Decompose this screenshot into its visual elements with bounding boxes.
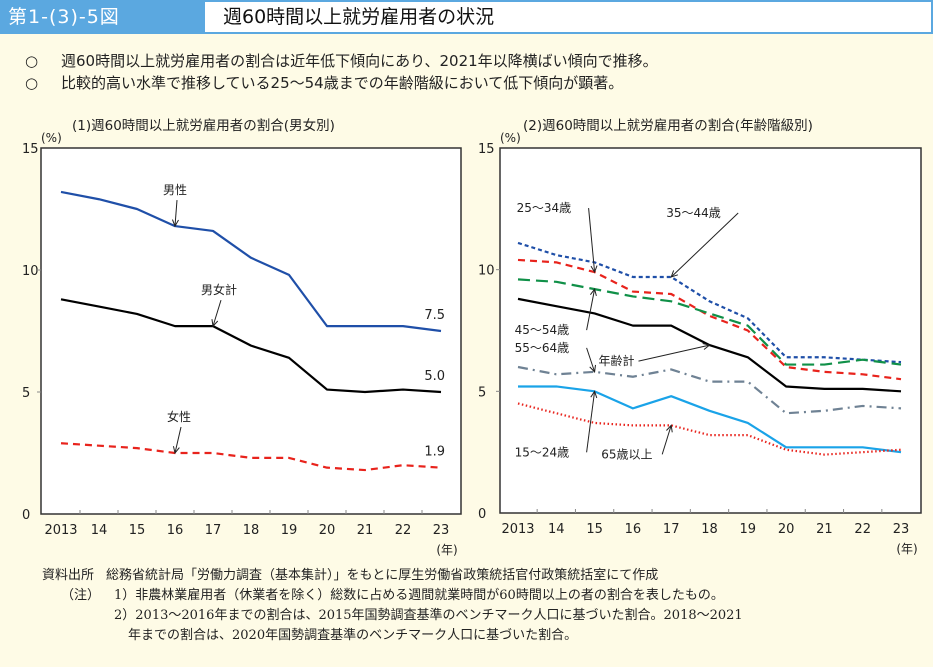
series-line-0 <box>60 190 442 333</box>
chart-age: (%) 0 5 10 15 2013 14 15 16 17 18 19 20 21 22 23 (年) 25～3… <box>478 131 922 556</box>
arrow-head-icon <box>590 288 597 297</box>
x-tick-label: 22 <box>395 523 412 538</box>
summary-item: ○ 週60時間以上就労雇用者の割合は近年低下傾向にあり、2021年以降横ばい傾向… <box>25 50 658 72</box>
note-2: 2）2013～2016年までの割合は、2015年国勢調査基準のベンチマーク人口に… <box>114 608 743 623</box>
annotation-arrow <box>661 425 672 455</box>
x-tick-label: 2013 <box>44 523 77 538</box>
x-tick-label: 16 <box>625 522 642 537</box>
figure-title: 週60時間以上就労雇用者の状況 <box>205 0 933 34</box>
note-label: （注） <box>60 588 100 603</box>
end-value-label: 1.9 <box>424 445 445 460</box>
summary-item: ○ 比較的高い水準で推移している25～54歳までの年齢階級において低下傾向が顕著… <box>25 72 658 94</box>
annotation-label: 25～34歳 <box>517 201 572 215</box>
annotation-label: 55～64歳 <box>515 341 570 355</box>
footer-notes: 資料出所 総務省統計局「労働力調査（基本集計）」をもとに厚生労働省政策統括官付政… <box>42 566 743 646</box>
annotation-label: 15～24歳 <box>515 445 570 459</box>
annotation-arrow <box>670 212 739 278</box>
series-line-1 <box>60 298 442 394</box>
y-axis-unit: (%) <box>41 131 62 145</box>
annotation-arrow <box>212 299 222 327</box>
x-tick-label: 19 <box>281 523 298 538</box>
series-line-1 <box>517 258 902 381</box>
note-2-cont: 年までの割合は、2020年国勢調査基準のベンチマーク人口に基づいた割合。 <box>128 628 578 643</box>
y-tick-label: 5 <box>22 386 30 401</box>
y-tick-label: 5 <box>478 385 486 400</box>
x-tick-label: 18 <box>243 523 260 538</box>
arrow-head-icon <box>590 265 598 274</box>
arrow-head-icon <box>211 319 219 328</box>
plot-area <box>40 147 462 515</box>
summary-text: 週60時間以上就労雇用者の割合は近年低下傾向にあり、2021年以降横ばい傾向で推… <box>61 52 658 70</box>
annotation-label: 65歳以上 <box>601 447 652 461</box>
annotation-arrow <box>638 344 710 362</box>
series-line-0 <box>517 241 902 364</box>
annotation-label: 年齢計 <box>598 353 634 368</box>
annotation-label: 35～44歳 <box>666 206 721 220</box>
x-tick-label: 14 <box>91 523 108 538</box>
arrow-head-icon <box>590 390 598 399</box>
annotation-label: 男女計 <box>201 282 237 297</box>
x-tick-label: 20 <box>319 523 336 538</box>
annotation-arrow <box>174 200 178 227</box>
source-label: 資料出所 <box>42 568 95 583</box>
y-tick-label: 10 <box>478 264 495 279</box>
figure-number: 第1-(3)-5図 <box>0 0 205 34</box>
x-tick-label: 14 <box>548 522 565 537</box>
x-tick-label: 22 <box>854 522 871 537</box>
annotation-arrow <box>586 347 596 373</box>
x-axis-unit: (年) <box>896 542 917 556</box>
end-value-label: 5.0 <box>424 369 445 384</box>
x-tick-label: 16 <box>167 523 184 538</box>
annotation-arrow <box>586 289 596 331</box>
arrow-head-icon <box>172 446 180 455</box>
arrow-head-icon <box>666 424 673 433</box>
annotation-label: 女性 <box>167 409 191 424</box>
x-tick-label: 23 <box>893 522 910 537</box>
x-tick-label: 15 <box>586 522 603 537</box>
x-axis-unit: (年) <box>436 543 457 557</box>
chart-gender: (%) 0 5 10 15 2013 14 15 16 17 18 19 20 21 22 23 (年) 7.5 5… <box>22 131 462 557</box>
bullet-icon: ○ <box>25 74 39 92</box>
arrow-head-icon <box>171 219 179 228</box>
arrow-head-icon <box>670 270 679 278</box>
x-tick-label: 21 <box>357 523 374 538</box>
annotation-arrow <box>586 391 596 453</box>
summary: ○ 週60時間以上就労雇用者の割合は近年低下傾向にあり、2021年以降横ばい傾向… <box>25 50 658 94</box>
y-tick-label: 0 <box>478 507 486 522</box>
x-tick-label: 15 <box>129 523 146 538</box>
annotation-arrow <box>588 208 596 273</box>
y-axis-unit: (%) <box>500 131 521 145</box>
note-1: 1）非農林業雇用者（休業者を除く）総数に占める週間就業時間が60時間以上の者の割… <box>114 588 724 603</box>
series-line-5 <box>518 385 902 454</box>
source-text: 総務省統計局「労働力調査（基本集計）」をもとに厚生労働省政策統括官付政策統括室に… <box>106 568 659 583</box>
x-tick-label: 20 <box>778 522 795 537</box>
series-line-4 <box>517 365 902 415</box>
annotation-label: 男性 <box>163 183 187 197</box>
x-tick-label: 17 <box>663 522 680 537</box>
annotation-arrow <box>174 426 182 454</box>
summary-text: 比較的高い水準で推移している25～54歳までの年齢階級において低下傾向が顕著。 <box>61 74 624 92</box>
y-tick-label: 10 <box>22 264 39 279</box>
plot-area <box>499 147 922 514</box>
chart-2-title: (2)週60時間以上就労雇用者の割合(年齢階級別) <box>523 118 813 134</box>
x-tick-label: 21 <box>816 522 833 537</box>
y-tick-label: 0 <box>22 508 30 523</box>
x-tick-label: 19 <box>740 522 757 537</box>
x-tick-label: 23 <box>433 523 450 538</box>
x-tick-label: 17 <box>205 523 222 538</box>
x-tick-label: 2013 <box>501 522 534 537</box>
arrow-head-icon <box>702 343 711 350</box>
x-tick-label: 18 <box>701 522 718 537</box>
series-line-2 <box>60 442 442 472</box>
bullet-icon: ○ <box>25 52 39 70</box>
end-value-label: 7.5 <box>424 308 445 323</box>
figure-header: 第1-(3)-5図 週60時間以上就労雇用者の状況 <box>0 0 933 34</box>
y-tick-label: 15 <box>478 142 495 157</box>
series-line-2 <box>517 278 902 366</box>
arrow-head-icon <box>589 364 596 373</box>
chart-1-title: (1)週60時間以上就労雇用者の割合(男女別) <box>72 118 335 134</box>
y-tick-label: 15 <box>22 142 39 157</box>
annotation-label: 45～54歳 <box>515 323 570 337</box>
